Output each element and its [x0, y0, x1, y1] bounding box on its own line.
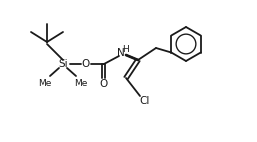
Text: N: N: [117, 48, 125, 58]
Text: O: O: [100, 79, 108, 89]
Text: Si: Si: [58, 59, 68, 69]
Text: Me: Me: [38, 79, 52, 87]
Text: O: O: [82, 59, 90, 69]
Text: Cl: Cl: [140, 96, 150, 106]
Text: Me: Me: [74, 79, 88, 87]
Text: H: H: [123, 44, 129, 54]
